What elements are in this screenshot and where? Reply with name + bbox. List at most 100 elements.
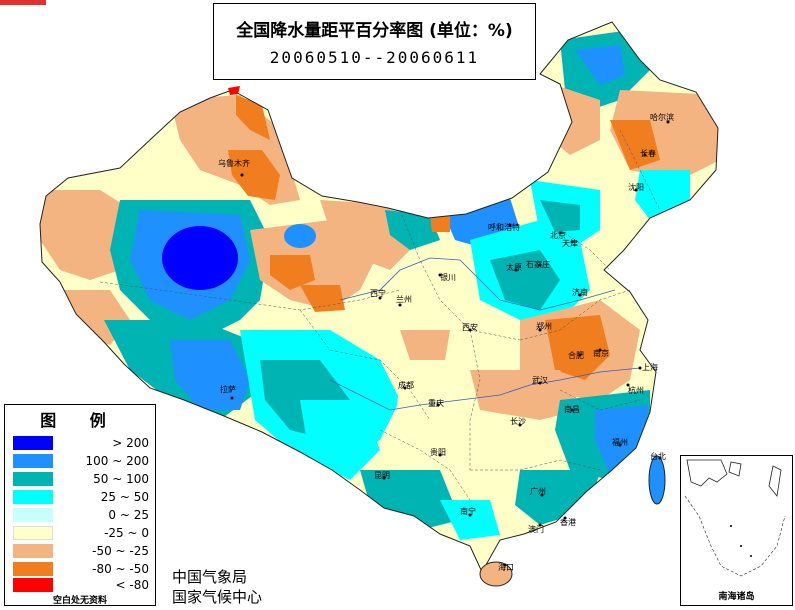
city-label-hohhot: 呼和浩特 (488, 222, 520, 232)
city-label-jinan: 济南 (572, 287, 588, 297)
city-label-lhasa: 拉萨 (220, 384, 236, 394)
city-label-taiyuan: 太原 (506, 262, 522, 272)
legend-item: < -80 (13, 577, 153, 594)
map-title: 全国降水量距平百分率图 (单位：%) (236, 21, 513, 41)
city-label-macau: 澳门 (528, 524, 544, 534)
legend-label: -80 ~ -50 (92, 562, 149, 576)
taiwan-island (648, 455, 666, 505)
legend-swatch (13, 436, 53, 450)
city-label-hangzhou: 杭州 (628, 385, 644, 395)
legend-item: 100 ~ 200 (13, 453, 153, 470)
city-xian: 西安 (462, 322, 478, 332)
legend-label: < -80 (115, 578, 149, 592)
city-label-xian: 西安 (462, 322, 478, 332)
city-label-haikou: 海口 (498, 562, 514, 572)
city-label-hongkong: 香港 (560, 517, 576, 527)
yellow-river (339, 257, 616, 311)
yangtze-river (329, 367, 641, 411)
city-label-harbin: 哈尔滨 (650, 112, 674, 122)
city-label-zhengzhou: 郑州 (536, 321, 552, 331)
city-nanchang: 南昌 (564, 404, 580, 414)
city-haikou: 海口 (498, 562, 514, 572)
hainan-island (479, 561, 513, 587)
legend-item: 0 ~ 25 (13, 507, 153, 524)
city-label-changchun: 长春 (640, 148, 656, 158)
legend-label: 25 ~ 50 (100, 490, 149, 504)
city-jinan: 济南 (572, 287, 588, 297)
city-label-changsha: 长沙 (510, 416, 526, 426)
city-label-shijiazhuang: 石家庄 (526, 259, 550, 269)
city-layer: 乌鲁木齐 拉萨 西宁 兰州 银川 呼和浩特 北京 天津 太原 石家庄 济南 郑州… (218, 112, 674, 572)
city-label-shanghai: 上海 (642, 362, 658, 372)
legend-label: -25 ~ 0 (104, 526, 149, 540)
legend-label: -50 ~ -25 (92, 544, 149, 558)
legend-note: 空白处无资料 (52, 596, 107, 606)
city-yinchuan: 银川 (438, 272, 456, 282)
city-kunming: 昆明 (374, 471, 390, 480)
city-chongqing: 重庆 (428, 398, 444, 408)
city-changsha: 长沙 (510, 416, 526, 427)
zone-harbin-dry (610, 120, 660, 170)
agency-line-2: 国家气候中心 (172, 588, 263, 606)
city-hongkong: 香港 (560, 516, 576, 527)
city-nanjing: 南京 (593, 348, 609, 358)
city-urumqi: 乌鲁木齐 (218, 158, 250, 177)
city-label-beijing: 北京 (550, 230, 566, 240)
city-label-chongqing: 重庆 (428, 398, 444, 408)
city-guiyang: 贵阳 (430, 447, 446, 457)
legend-swatch (13, 562, 53, 576)
city-label-wuhan: 武汉 (532, 375, 548, 385)
legend-label: 50 ~ 100 (93, 472, 149, 486)
legend-label: 100 ~ 200 (85, 454, 150, 468)
legend: 图 例 > 200 100 ~ 200 50 ~ 100 25 ~ 50 0 ~… (4, 404, 156, 606)
zone-alxa-teal (385, 210, 440, 250)
china-border (39, 21, 719, 574)
city-label-lanzhou: 兰州 (396, 294, 412, 304)
city-label-taibei: 台北 (650, 451, 666, 461)
corner-marker (0, 0, 46, 5)
city-hangzhou: 杭州 (626, 383, 644, 395)
zone-urumqi-dry (228, 150, 280, 200)
zone-beijing-teal (540, 200, 580, 232)
city-changchun: 长春 (640, 148, 656, 158)
legend-swatch (13, 454, 53, 468)
city-shijiazhuang: 石家庄 (526, 259, 550, 269)
legend-swatch (13, 578, 53, 592)
city-label-chengdu: 成都 (398, 380, 414, 390)
zone-hohhot-dry (430, 215, 450, 232)
city-chengdu: 成都 (398, 380, 414, 390)
zone-wuhan-orange (470, 370, 580, 420)
city-fuzhou: 福州 (612, 438, 628, 447)
city-lhasa: 拉萨 (220, 384, 236, 400)
city-tianjin: 天津 (562, 238, 578, 248)
city-label-nanjing: 南京 (593, 348, 609, 358)
city-label-guangzhou: 广州 (530, 486, 546, 496)
map-title-box: 全国降水量距平百分率图 (单位：%) 20060510--20060611 (213, 3, 536, 80)
zone-max-blue (162, 226, 238, 290)
city-label-urumqi: 乌鲁木齐 (218, 158, 250, 168)
zone-zhengzhou-dry (545, 315, 610, 380)
city-macau: 澳门 (528, 523, 544, 534)
city-taiyuan: 太原 (506, 262, 522, 272)
zone-guangxi-cyan (440, 500, 500, 540)
legend-swatch (13, 490, 53, 504)
city-hefei: 合肥 (568, 350, 584, 360)
zone-qinghai-dry-2 (300, 285, 345, 312)
zone-tibet-blue (170, 340, 250, 410)
city-lanzhou: 兰州 (396, 294, 412, 307)
city-zhengzhou: 郑州 (536, 321, 552, 332)
zone-red-spot (228, 86, 240, 95)
south-china-sea-inset: 南海诸岛 (680, 455, 793, 606)
city-taibei: 台北 (650, 451, 666, 461)
zone-qinghai-dry (270, 255, 315, 290)
legend-item: -50 ~ -25 (13, 543, 153, 560)
agency-line-1: 中国气象局 (172, 568, 248, 586)
inset-map (684, 459, 786, 577)
legend-label: 0 ~ 25 (108, 508, 149, 522)
legend-item: > 200 (13, 435, 153, 452)
city-xining: 西宁 (370, 288, 386, 300)
legend-swatch (13, 544, 53, 558)
legend-swatch (13, 472, 53, 486)
city-guangzhou: 广州 (530, 486, 546, 497)
legend-title: 图 例 (40, 411, 120, 430)
